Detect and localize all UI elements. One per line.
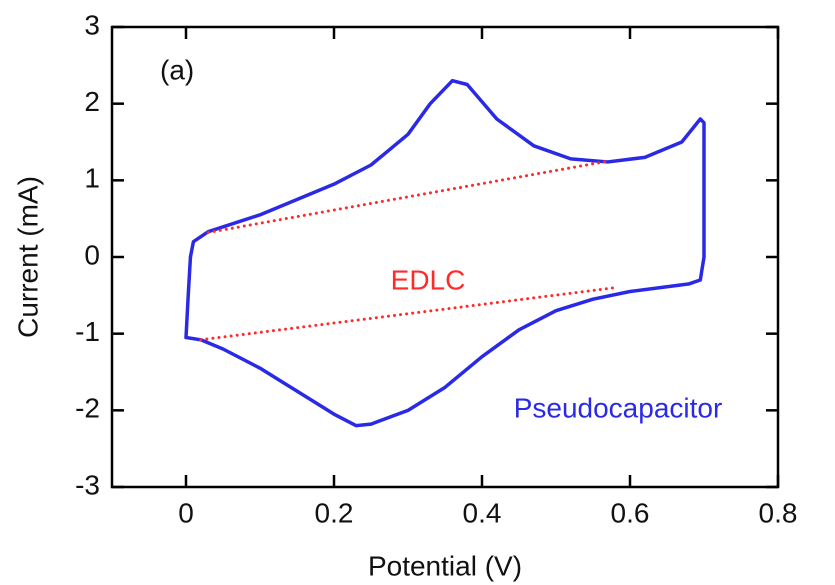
series-line xyxy=(184,78,706,428)
y-tick-label: 0 xyxy=(84,239,100,270)
y-tick-label: -1 xyxy=(75,316,100,347)
series-label: EDLC xyxy=(391,264,466,295)
y-tick-label: 1 xyxy=(84,163,100,194)
x-tick-label: 0.8 xyxy=(759,497,798,528)
y-tick-label: 2 xyxy=(84,86,100,117)
x-tick-label: 0 xyxy=(178,497,194,528)
x-tick-label: 0.4 xyxy=(463,497,502,528)
x-tick-label: 0.2 xyxy=(315,497,354,528)
y-tick-label: 3 xyxy=(84,9,100,40)
y-tick-label: -2 xyxy=(75,393,100,424)
x-tick-label: 0.6 xyxy=(611,497,650,528)
y-axis-label: Current (mA) xyxy=(12,176,43,338)
x-axis-label: Potential (V) xyxy=(368,550,522,581)
panel-label: (a) xyxy=(160,54,194,85)
y-tick-label: -3 xyxy=(75,469,100,500)
series-line xyxy=(199,159,617,342)
series-label: Pseudocapacitor xyxy=(514,392,723,423)
